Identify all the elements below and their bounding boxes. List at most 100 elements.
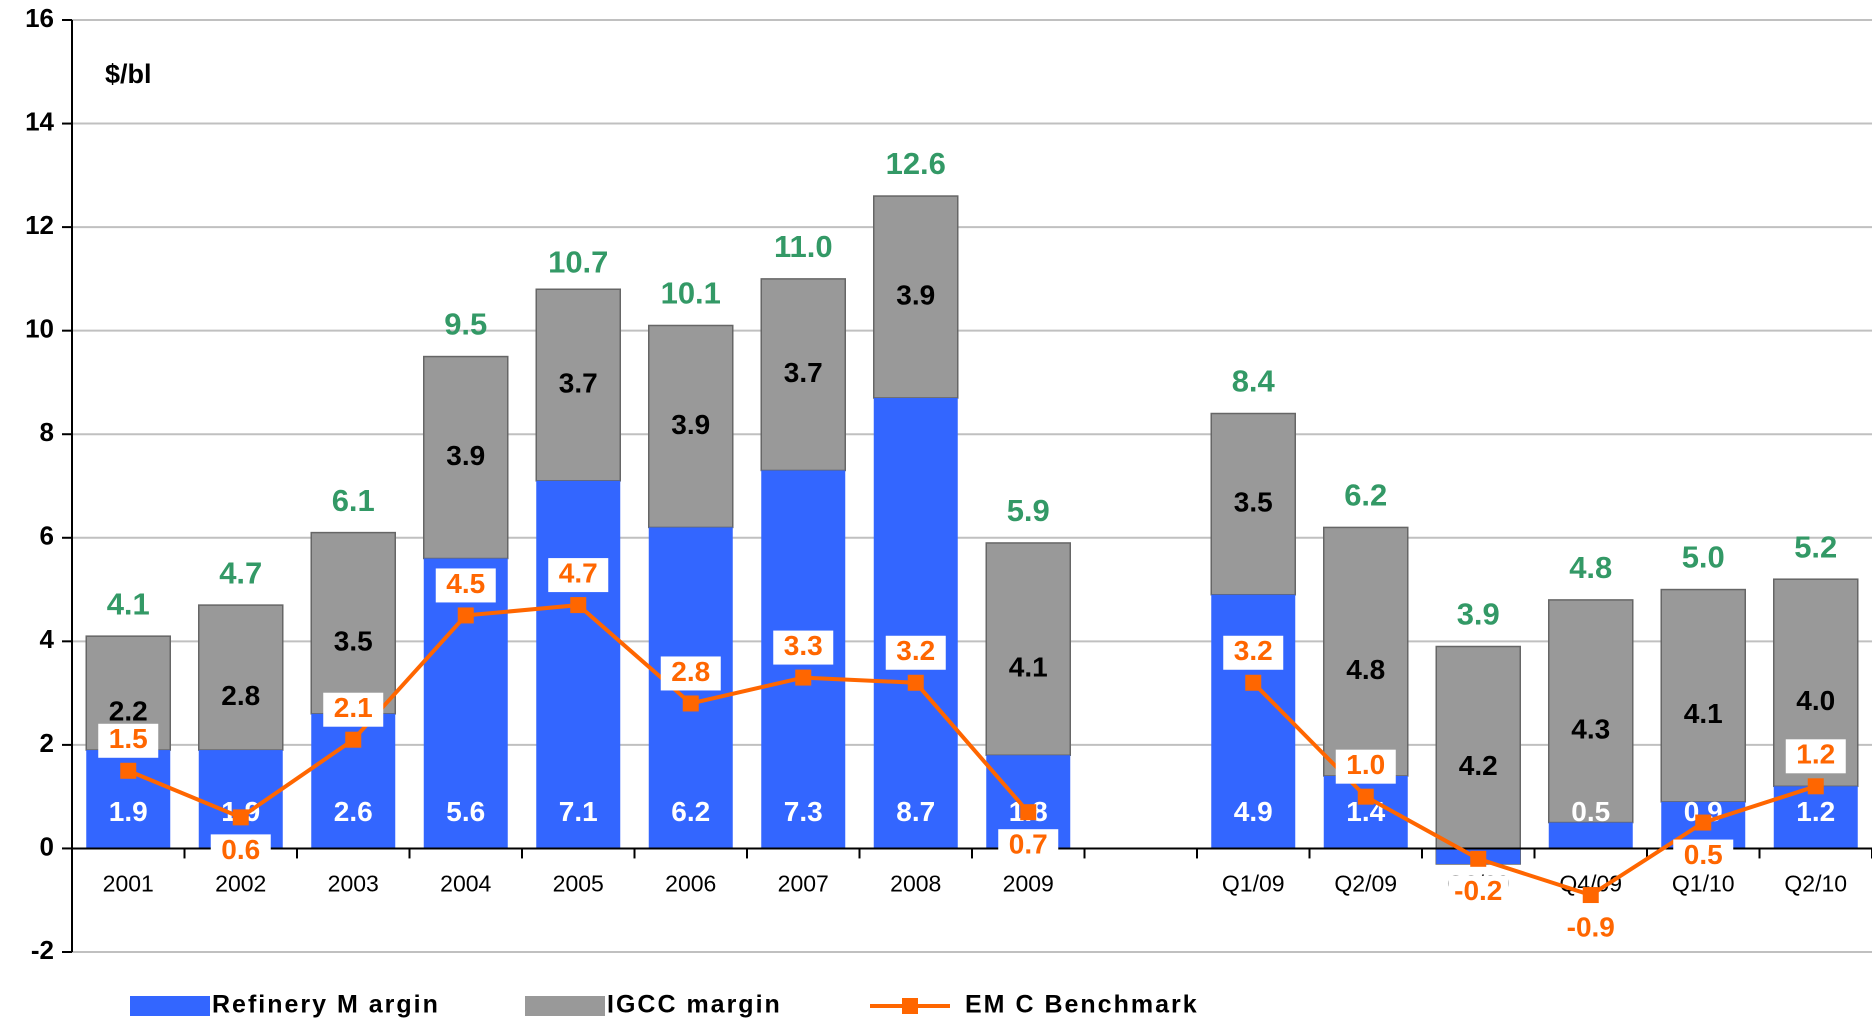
line-marker: [1470, 850, 1487, 867]
bar: [873, 195, 959, 399]
y-tick-label: 8: [40, 417, 54, 447]
total-label: 5.0: [1682, 540, 1725, 575]
data-label: 2.1: [334, 692, 373, 723]
bar: [1660, 588, 1746, 803]
bar: [423, 558, 508, 849]
data-label: 3.2: [1234, 635, 1273, 666]
label-box: [1335, 749, 1396, 784]
bar: [198, 604, 284, 751]
bar: [760, 278, 846, 472]
data-label: 4.5: [446, 568, 485, 599]
data-label: 3.9: [446, 440, 485, 471]
y-tick-label: -2: [31, 935, 54, 965]
data-label: 0.7: [1009, 829, 1048, 860]
total-label: 6.2: [1344, 478, 1387, 513]
data-label: 1.2: [1796, 796, 1835, 827]
x-tick-label: Q1/09: [1222, 871, 1285, 897]
y-tick-label: 10: [25, 314, 54, 344]
label-box: [548, 558, 609, 593]
data-label: 0.5: [1684, 839, 1723, 870]
x-tick-label: Q1/10: [1672, 871, 1735, 897]
line-marker: [907, 674, 924, 691]
data-label: 3.9: [671, 409, 710, 440]
total-label: 3.9: [1457, 597, 1500, 632]
data-label: 3.9: [896, 279, 935, 310]
line-marker: [457, 607, 474, 624]
data-label: 4.1: [1684, 698, 1723, 729]
total-label: 10.7: [548, 245, 608, 280]
line-marker: [570, 597, 587, 614]
y-tick-label: 2: [40, 728, 54, 758]
total-label: 5.9: [1007, 493, 1050, 528]
data-label: 4.8: [1346, 654, 1385, 685]
total-label: 4.1: [107, 586, 150, 621]
line-marker: [1695, 814, 1712, 831]
x-tick-label: 2002: [215, 871, 266, 897]
x-tick-label: Q2/09: [1334, 871, 1397, 897]
total-label: 5.2: [1794, 529, 1837, 564]
data-label: 4.1: [1009, 651, 1048, 682]
bar: [1548, 599, 1634, 824]
bar: [1435, 645, 1521, 865]
label-box: [660, 656, 721, 691]
label-box: [1785, 739, 1846, 774]
line-marker: [232, 809, 249, 826]
data-label: 7.1: [559, 796, 598, 827]
data-label: 3.5: [1234, 487, 1273, 518]
total-label: 6.1: [332, 483, 375, 518]
legend-swatch: [525, 996, 605, 1016]
data-label: -0.9: [1567, 911, 1615, 942]
x-tick-label: 2007: [778, 871, 829, 897]
bar: [1210, 412, 1296, 596]
label-box: [1560, 912, 1621, 947]
data-label: 1.9: [109, 796, 148, 827]
bar: [310, 531, 396, 715]
line-marker: [795, 669, 812, 686]
line-marker: [1582, 887, 1599, 904]
label-box: [773, 630, 834, 665]
label-box: [1223, 635, 1284, 670]
x-tick-label: 2009: [1003, 871, 1054, 897]
data-label: 4.0: [1796, 685, 1835, 716]
y-tick-label: 6: [40, 521, 54, 551]
label-box: [1673, 839, 1734, 874]
line-marker: [1807, 778, 1824, 795]
x-tick-label: 2008: [890, 871, 941, 897]
bar: [985, 542, 1071, 756]
data-label: 2.8: [221, 680, 260, 711]
data-label: -0.2: [1454, 875, 1502, 906]
data-label: 5.6: [446, 796, 485, 827]
bar: [423, 355, 509, 560]
x-tick-label: 2004: [440, 871, 491, 897]
x-tick-label: 2006: [665, 871, 716, 897]
bar: [1548, 822, 1633, 849]
line-marker: [1357, 788, 1374, 805]
data-label: 0.6: [221, 834, 260, 865]
total-label: 10.1: [661, 276, 721, 311]
data-label: 3.2: [896, 635, 935, 666]
data-label: 3.3: [784, 630, 823, 661]
label-box: [885, 635, 946, 670]
data-label: 6.2: [671, 796, 710, 827]
data-label: 1.0: [1346, 749, 1385, 780]
data-label: 4.9: [1234, 796, 1273, 827]
total-label: 4.7: [219, 555, 262, 590]
bar: [536, 480, 621, 849]
y-tick-label: 14: [25, 106, 54, 136]
total-label: 11.0: [774, 229, 833, 264]
label-box: [435, 568, 496, 603]
bar: [873, 397, 958, 849]
data-label: 0.5: [1571, 796, 1610, 827]
data-label: 3.5: [334, 626, 373, 657]
y-axis-label: $/bl: [105, 59, 152, 89]
data-label: 8.7: [896, 796, 935, 827]
data-label: 2.8: [671, 656, 710, 687]
bar: [535, 288, 621, 482]
data-label: 3.7: [559, 367, 598, 398]
data-label: 7.3: [784, 796, 823, 827]
total-label: 8.4: [1232, 364, 1276, 399]
data-label: 3.7: [784, 357, 823, 388]
y-tick-label: 16: [25, 3, 54, 33]
total-label: 12.6: [886, 146, 946, 181]
bar: [648, 324, 734, 529]
